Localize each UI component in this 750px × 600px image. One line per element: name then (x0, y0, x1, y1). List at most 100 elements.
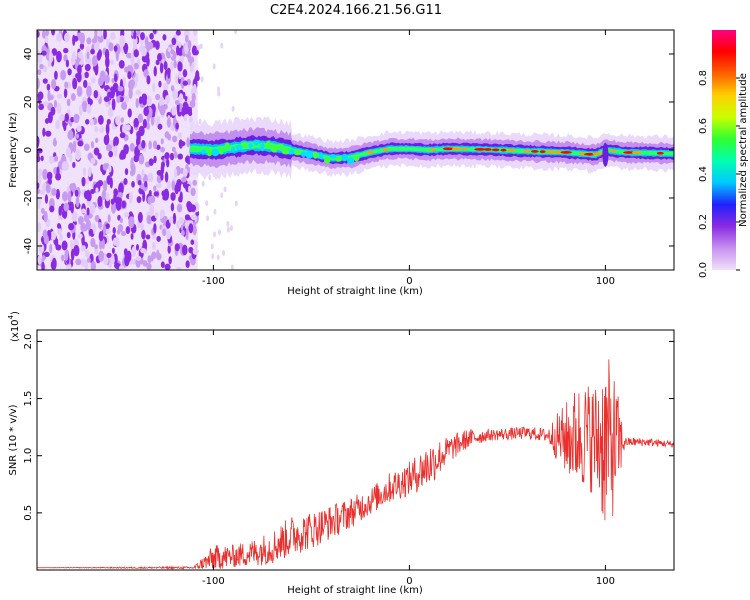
noise-speck (44, 194, 49, 204)
noise-speck (116, 95, 121, 104)
noise-speck (110, 202, 117, 214)
noise-speck (142, 190, 146, 203)
noise-speck (149, 195, 156, 204)
ridge-blob (270, 144, 278, 153)
noise-speck (105, 192, 110, 202)
noise-speck (135, 255, 142, 261)
noise-speck (103, 134, 110, 146)
noise-speck (37, 168, 43, 177)
noise-speck (80, 244, 86, 252)
noise-speck (75, 258, 82, 266)
noise-speck (146, 95, 152, 107)
noise-speck (187, 50, 191, 61)
ridge-peak (560, 151, 572, 154)
noise-speck (67, 68, 72, 76)
noise-speck (132, 163, 136, 176)
colorbar-tick-label: 0.8 (698, 70, 709, 86)
ridge-blob (289, 149, 295, 155)
noise-speck (113, 145, 118, 158)
noise-speck (107, 107, 114, 118)
faint-speck (220, 192, 224, 199)
noise-speck (193, 30, 198, 37)
noise-speck (115, 115, 121, 126)
noise-speck (115, 199, 122, 211)
snr-panel: -100 0 100 0.5 1.0 1.5 2.0 Height of straight… (7, 311, 675, 596)
noise-speck (190, 239, 195, 245)
noise-speck (56, 102, 62, 115)
ridge-peak (545, 150, 556, 154)
ridge-peak (656, 151, 664, 155)
noise-speck (86, 37, 92, 45)
noise-speck (125, 226, 131, 235)
noise-speck (142, 260, 148, 267)
noise-speck (135, 243, 140, 251)
noise-speck (124, 168, 129, 176)
colorbar-tick-label: 0.6 (698, 118, 709, 134)
noise-speck (172, 89, 179, 100)
ridge-blob (248, 143, 253, 148)
noise-speck (121, 151, 127, 160)
noise-speck (119, 217, 123, 224)
snr-frame (36, 329, 675, 571)
noise-speck (177, 132, 182, 139)
noise-speck (153, 66, 157, 77)
noise-speck (90, 188, 95, 195)
noise-speck (50, 106, 56, 116)
noise-speck (97, 34, 104, 43)
noise-speck (56, 222, 61, 229)
y-tick-label: 1.5 (23, 391, 34, 407)
noise-speck (46, 83, 51, 91)
faint-speck (217, 86, 221, 93)
colorbar-label: Normalized spectral amplitude (738, 73, 749, 227)
noise-speck (128, 216, 135, 229)
noise-speck (90, 157, 96, 165)
faint-speck (200, 76, 204, 83)
noise-speck (178, 93, 184, 103)
noise-speck (87, 167, 92, 178)
noise-speck (98, 231, 104, 242)
noise-speck (50, 230, 57, 241)
faint-speck (218, 229, 222, 236)
noise-speck (180, 230, 185, 236)
noise-speck (84, 259, 89, 270)
noise-speck (64, 250, 69, 262)
colorbar-ticks: 0.0 0.2 0.4 0.6 0.8 (698, 70, 740, 278)
noise-speck (45, 130, 52, 137)
noise-speck (177, 153, 184, 160)
noise-speck (122, 76, 126, 88)
snr-series-line (37, 359, 674, 570)
noise-speck (172, 212, 177, 225)
noise-speck (37, 221, 42, 233)
ridge-peak (429, 148, 437, 152)
noise-speck (167, 68, 171, 79)
ridge-peak (553, 150, 563, 154)
ridge-blob (276, 143, 284, 148)
noise-speck (148, 190, 152, 196)
noise-speck (146, 75, 151, 85)
noise-speck (144, 36, 149, 47)
colorbar-tick-label: 0.0 (698, 262, 709, 278)
noise-speck (93, 90, 99, 99)
noise-speck (171, 45, 178, 51)
noise-speck (63, 54, 68, 62)
noise-speck (70, 93, 76, 102)
noise-speck (154, 40, 160, 50)
noise-speck (118, 264, 125, 270)
noise-speck (74, 189, 79, 197)
snr-x-axis-label: Height of straight line (km) (287, 585, 423, 596)
noise-speck (119, 35, 126, 48)
noise-speck (71, 210, 78, 222)
noise-speck (109, 177, 113, 189)
noise-speck (58, 205, 62, 216)
noise-speck (44, 251, 50, 257)
noise-speck (94, 30, 98, 38)
noise-speck (121, 200, 127, 209)
noise-speck (163, 82, 169, 91)
colorbar-tick-label: 0.4 (698, 166, 709, 182)
noise-speck (133, 30, 137, 40)
noise-speck (153, 30, 157, 34)
noise-speck (195, 70, 200, 80)
noise-speck (188, 116, 193, 123)
noise-speck (179, 140, 186, 147)
noise-speck (86, 207, 90, 216)
